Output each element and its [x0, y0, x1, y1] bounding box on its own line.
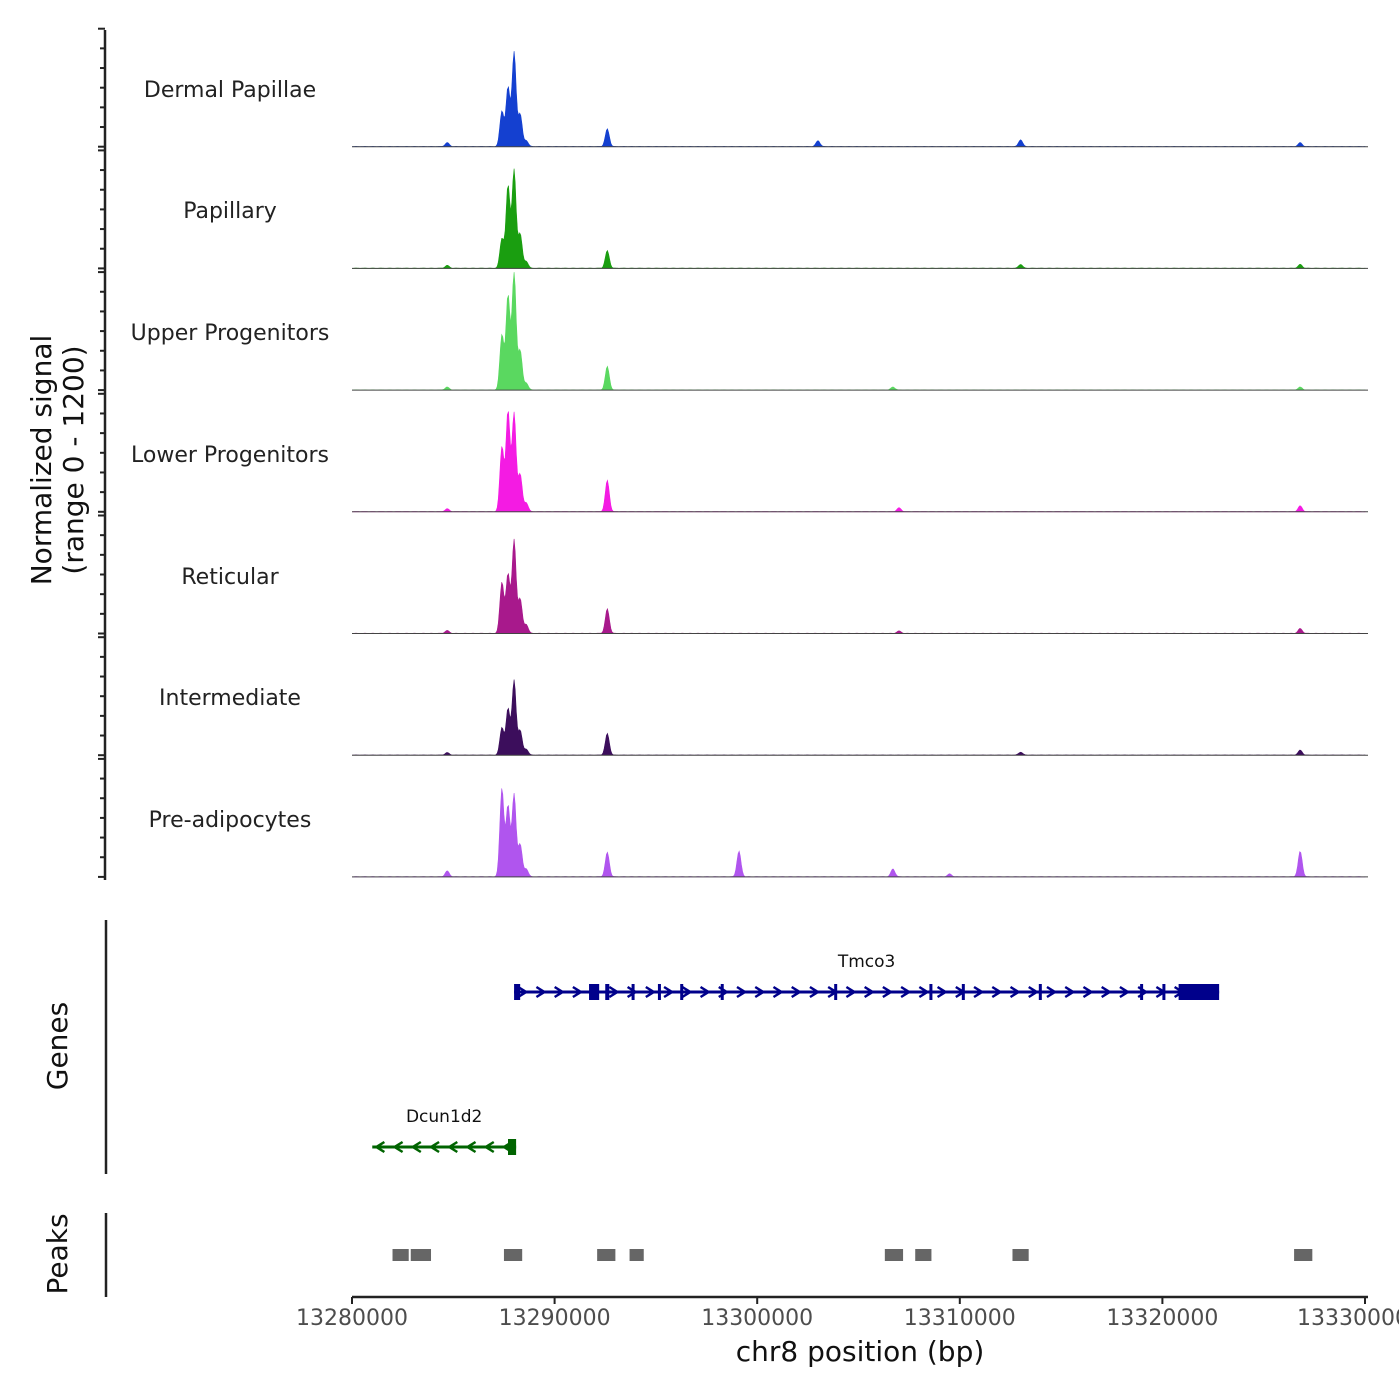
strand-arrow	[608, 985, 620, 999]
coverage-area	[351, 51, 1366, 148]
strand-arrow	[1009, 985, 1021, 999]
strand-arrow	[1119, 985, 1131, 999]
exon-block	[1178, 984, 1220, 1000]
x-tick-label: 13320000	[1106, 1306, 1219, 1331]
exon-block	[720, 984, 724, 1000]
peak-region	[503, 1249, 523, 1261]
y-axis-title-range: (range 0 - 1200)	[57, 345, 90, 575]
exon-block	[514, 984, 521, 1000]
gene-label: Tmco3	[837, 952, 896, 972]
strand-arrow	[410, 1140, 422, 1154]
y-axis-title-main: Normalized signal	[24, 334, 58, 586]
strand-arrow	[699, 985, 711, 999]
strand-arrow	[1028, 985, 1040, 999]
peak-region	[410, 1249, 432, 1261]
x-tick-label: 13290000	[498, 1306, 611, 1331]
coverage-area	[351, 538, 1366, 634]
strand-arrow	[392, 1140, 404, 1154]
strand-arrow	[681, 985, 693, 999]
strand-arrow	[991, 985, 1003, 999]
x-axis-title: chr8 position (bp)	[735, 1335, 985, 1368]
strand-arrow	[1064, 985, 1076, 999]
exon-block	[589, 984, 600, 1000]
exon-block	[929, 984, 933, 1000]
strand-arrow	[465, 1140, 477, 1154]
peaks-track-title: Peaks	[40, 1213, 74, 1295]
strand-arrow	[374, 1140, 386, 1154]
strand-arrow	[845, 985, 857, 999]
strand-arrow	[428, 1140, 440, 1154]
strand-arrow	[483, 1140, 495, 1154]
peak-region	[597, 1249, 616, 1261]
strand-arrow	[553, 985, 566, 999]
exon-block	[605, 984, 610, 1000]
track-label: Intermediate	[159, 686, 301, 712]
x-tick-label: 13300000	[701, 1306, 814, 1331]
strand-arrow	[626, 985, 638, 999]
strand-arrow	[772, 985, 784, 999]
strand-arrow	[1082, 985, 1094, 999]
gene-label: Dcun1d2	[405, 1107, 483, 1127]
strand-arrow	[1101, 985, 1113, 999]
strand-arrow	[535, 985, 547, 999]
strand-arrow	[809, 985, 821, 999]
track-label: Pre-adipocytes	[148, 807, 312, 833]
strand-arrow	[517, 985, 529, 999]
strand-arrow	[863, 985, 875, 999]
strand-arrow	[1046, 985, 1058, 999]
exon-block	[680, 984, 684, 1000]
peak-region	[629, 1249, 644, 1261]
coverage-area	[351, 788, 1366, 878]
track-label: Reticular	[181, 564, 279, 590]
strand-arrow	[754, 985, 766, 999]
peak-region	[1012, 1249, 1029, 1261]
coverage-area	[351, 168, 1366, 269]
strand-arrow	[900, 985, 912, 999]
x-tick-label: 13280000	[296, 1306, 408, 1331]
coverage-area	[351, 272, 1366, 391]
x-tick-label: 13310000	[903, 1306, 1016, 1331]
peak-region	[884, 1249, 904, 1261]
strand-arrow	[791, 985, 803, 999]
strand-arrow	[936, 985, 948, 999]
strand-arrow	[973, 985, 985, 999]
peak-region	[915, 1249, 932, 1261]
track-label: Dermal Papillae	[143, 77, 317, 103]
strand-arrow	[736, 985, 748, 999]
x-tick-label: 13330000	[1297, 1306, 1399, 1331]
genes-track-title: Genes	[40, 1001, 74, 1091]
exon-block	[1140, 984, 1144, 1000]
track-label: Papillary	[183, 199, 277, 225]
exon-block	[834, 984, 838, 1000]
peak-region	[392, 1249, 409, 1261]
y-axis-title: Normalized signal (range 0 - 1200)	[24, 334, 90, 586]
exon-block	[657, 984, 661, 1000]
exon-block	[508, 1139, 517, 1155]
exon-block	[631, 984, 635, 1000]
track-label: Lower Progenitors	[131, 442, 329, 468]
strand-arrow	[645, 985, 657, 999]
strand-arrow	[446, 1140, 458, 1154]
peak-region	[1294, 1249, 1313, 1261]
coverage-area	[351, 411, 1366, 513]
strand-arrow	[663, 985, 675, 999]
strand-arrow	[572, 985, 584, 999]
strand-arrow	[882, 985, 894, 999]
exon-block	[1162, 984, 1166, 1000]
exon-block	[961, 984, 965, 1000]
exon-block	[1038, 984, 1042, 1000]
track-label: Upper Progenitors	[130, 321, 330, 347]
coverage-area	[351, 679, 1366, 756]
strand-arrow	[918, 985, 930, 999]
